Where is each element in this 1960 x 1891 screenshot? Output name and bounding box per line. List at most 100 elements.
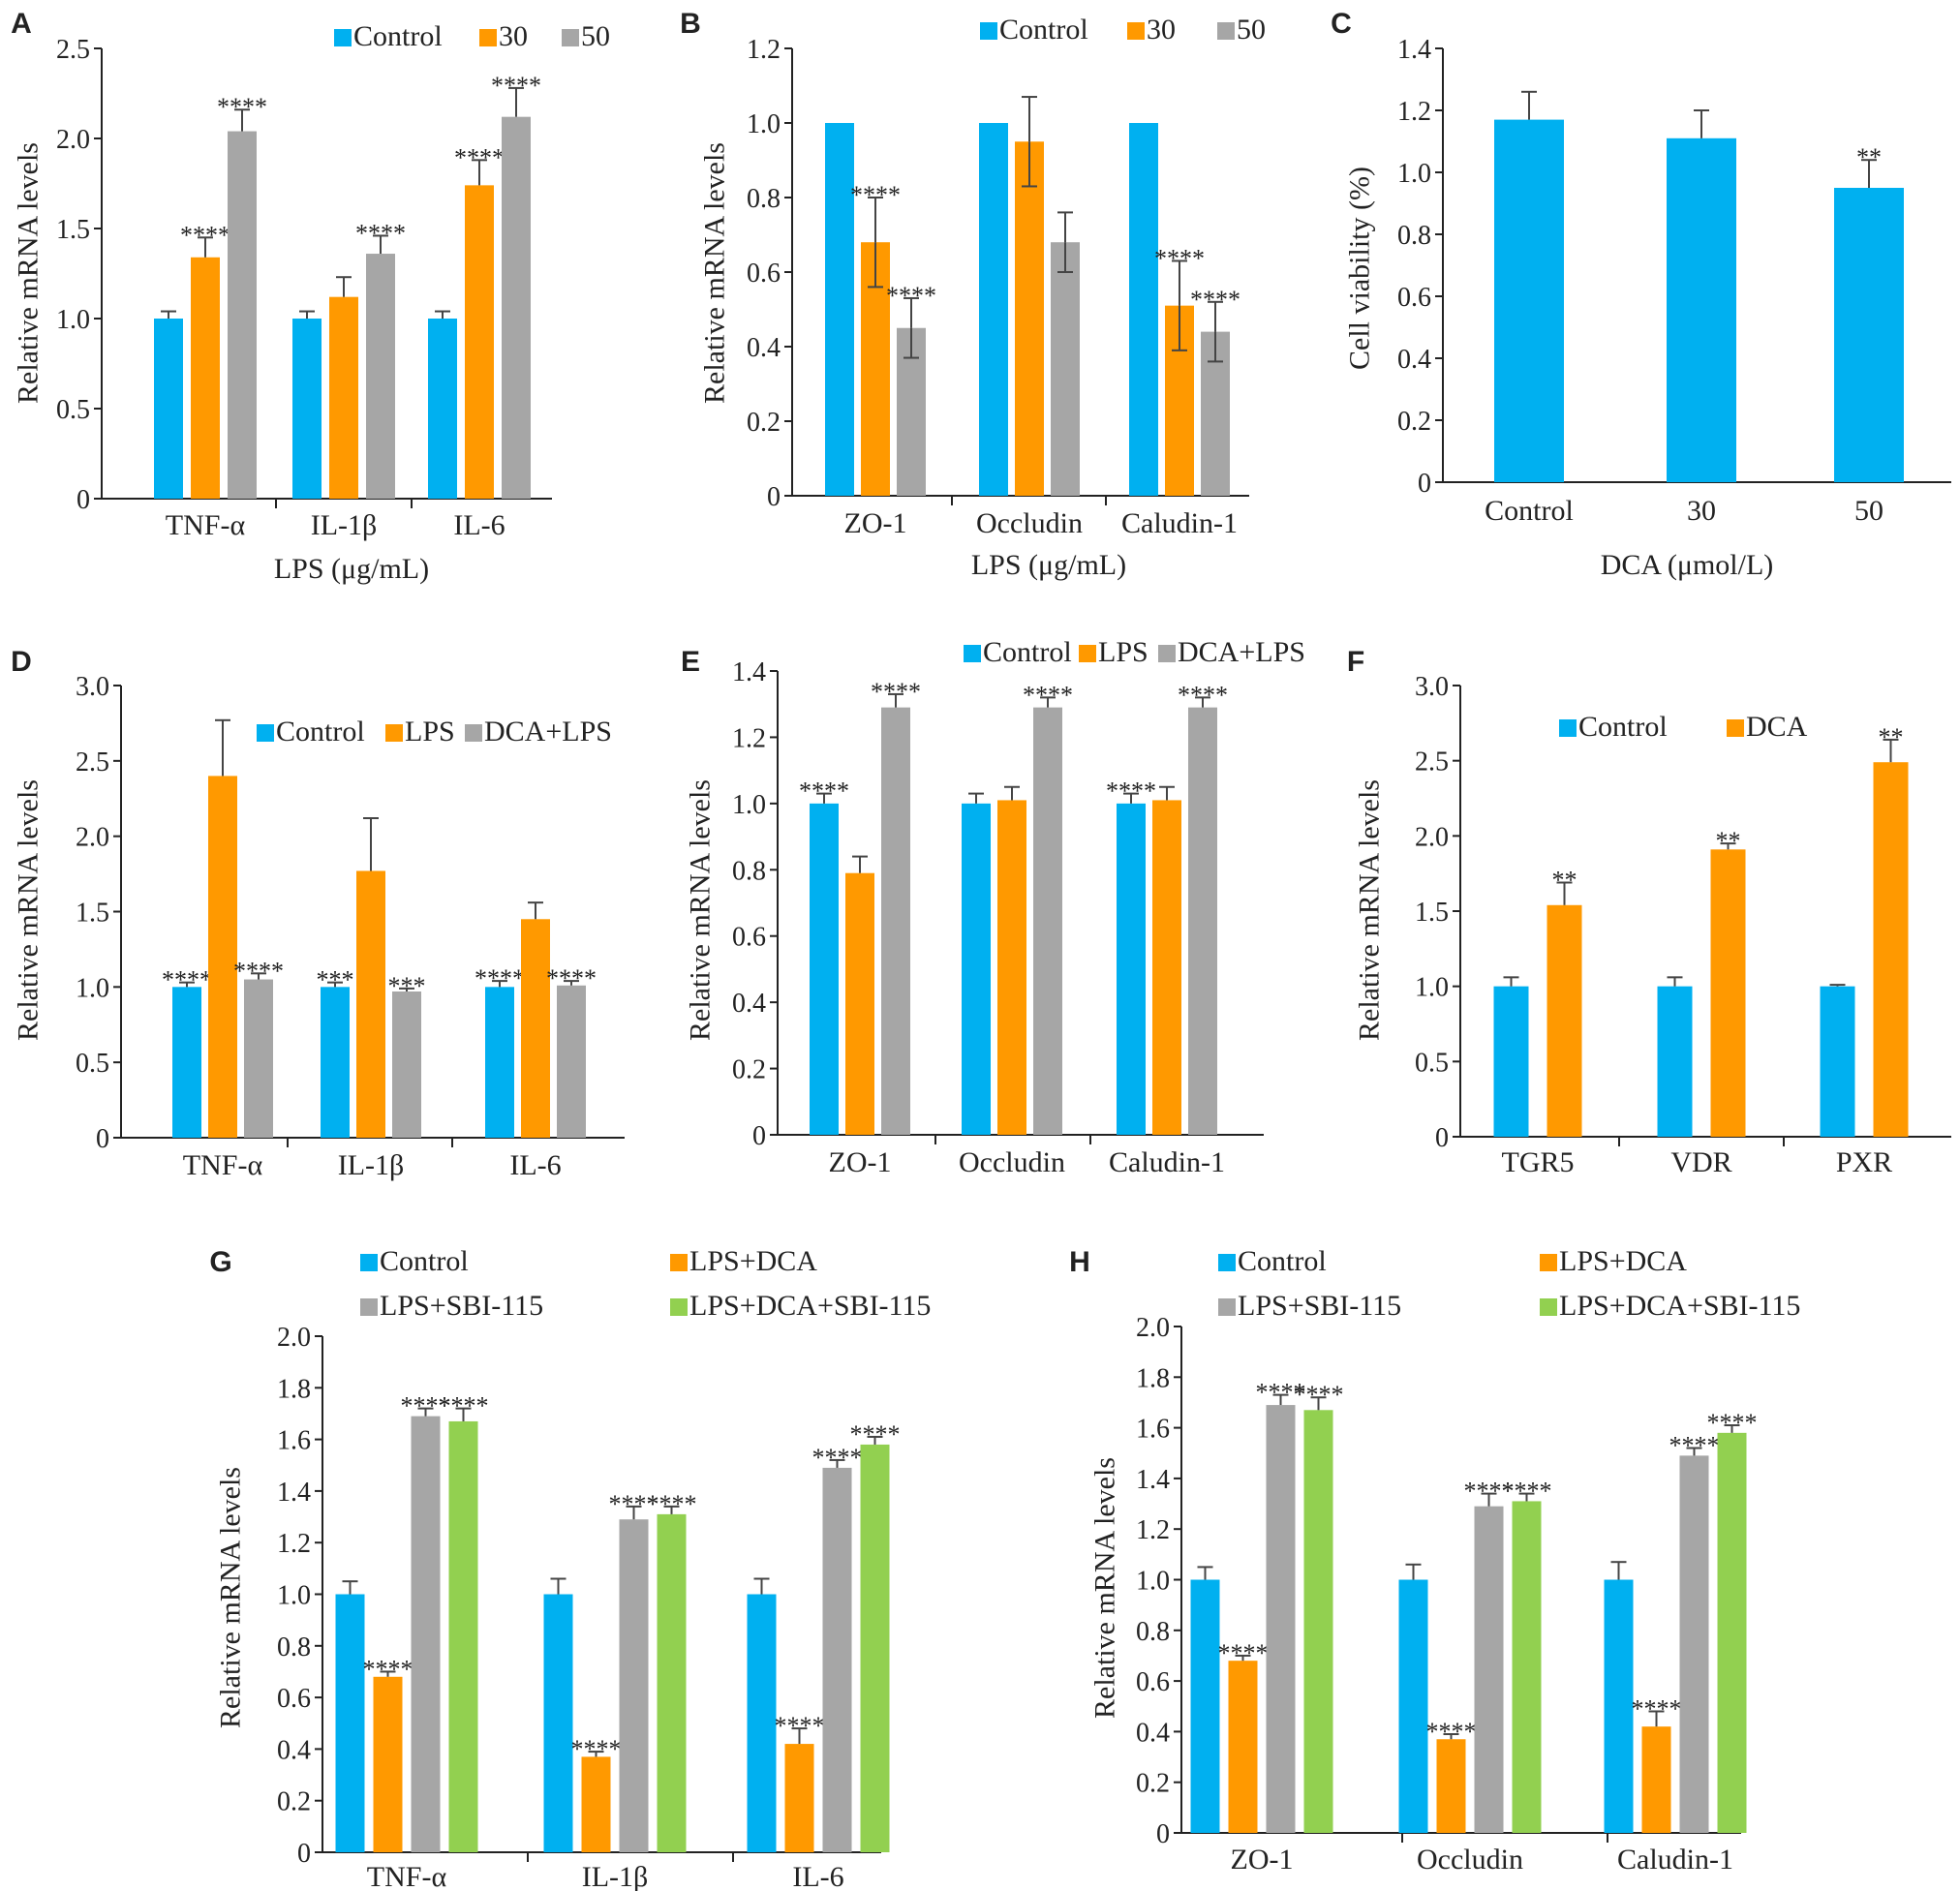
legend-swatch (1158, 645, 1176, 662)
bar (1266, 1405, 1296, 1833)
bar (881, 707, 910, 1135)
y-tick-label: 0 (96, 1124, 109, 1154)
y-tick-label: 0.4 (1136, 1718, 1170, 1748)
significance-label: **** (775, 1712, 825, 1740)
y-tick-label: 0.5 (1415, 1048, 1449, 1078)
bar (825, 123, 854, 496)
legend-swatch (1727, 719, 1744, 737)
x-tick-label: PXR (1836, 1146, 1892, 1178)
y-tick-label: 1.4 (1136, 1465, 1170, 1495)
legend-label: LPS (1098, 636, 1148, 668)
legend-swatch (964, 645, 981, 662)
significance-label: **** (799, 778, 849, 806)
y-tick-label: 0.6 (732, 923, 766, 953)
bar (521, 919, 550, 1138)
legend-label: Control (1238, 1245, 1327, 1277)
x-tick-label: VDR (1670, 1146, 1731, 1178)
significance-label: **** (1707, 1409, 1758, 1437)
bar (860, 1444, 890, 1852)
bar (356, 870, 385, 1138)
bar (1152, 800, 1181, 1135)
bar (810, 803, 839, 1135)
legend-label: Control (380, 1245, 469, 1277)
bar (228, 131, 257, 499)
panel-letter: A (11, 8, 32, 40)
significance-label: **** (1023, 681, 1073, 709)
x-tick-label: IL-1β (582, 1861, 649, 1891)
y-tick-label: 0.8 (1397, 221, 1431, 251)
legend-swatch (360, 1298, 378, 1316)
y-tick-label: 1.4 (1397, 35, 1431, 65)
bar (1228, 1661, 1258, 1833)
bar (1717, 1432, 1747, 1833)
panel-b: B 0 0.2 0.4 0.6 0.8 1.0 1.2 Relative mRNA levels… (680, 8, 1266, 581)
legend-swatch (980, 22, 997, 40)
bar (557, 985, 586, 1138)
bar (1474, 1506, 1504, 1833)
panel-f: F 0 0.5 1.0 1.5 2.0 2.5 3.0 Relative mRNA levels… (1347, 646, 1951, 1178)
x-axis-label: LPS (μg/mL) (274, 553, 429, 585)
y-axis-label: Relative mRNA levels (685, 779, 717, 1041)
significance-label: **** (233, 957, 284, 985)
y-tick-label: 1.0 (1136, 1567, 1170, 1597)
panel-c: C 0 0.2 0.4 0.6 0.8 1.0 1.2 1.4 Cell viability (%… (1331, 8, 1951, 581)
significance-label: **** (886, 282, 936, 310)
legend-swatch (1540, 1254, 1557, 1271)
legend-swatch (1218, 1298, 1236, 1316)
x-tick-label: Occludin (976, 507, 1083, 539)
y-tick-label: 0 (297, 1839, 311, 1869)
x-tick-label: TNF-α (166, 509, 246, 541)
x-tick-label: 30 (1687, 495, 1716, 527)
y-tick-label: 1.2 (1397, 97, 1431, 127)
legend-swatch (1217, 22, 1235, 40)
x-axis-label: LPS (μg/mL) (971, 549, 1126, 581)
significance-label: **** (850, 181, 901, 209)
legend-swatch (562, 29, 579, 46)
legend-label: Control (983, 636, 1072, 668)
significance-label: **** (1154, 244, 1205, 272)
panel-letter: C (1331, 8, 1352, 40)
y-tick-label: 2.0 (56, 125, 90, 155)
panel-g: G 0 0.2 0.4 0.6 0.8 1.0 1.2 1.4 1.6 1.8 2.0 Relative… (209, 1245, 931, 1891)
significance-label: **** (217, 93, 267, 121)
y-tick-label: 1.2 (1136, 1515, 1170, 1545)
significance-label: **** (1669, 1432, 1720, 1460)
legend-swatch (257, 724, 274, 742)
y-tick-label: 1.0 (732, 790, 766, 820)
legend-swatch (385, 724, 403, 742)
x-axis-label: DCA (μmol/L) (1601, 549, 1774, 581)
y-tick-label: 0.2 (732, 1055, 766, 1085)
bar (465, 185, 494, 500)
legend-swatch (670, 1298, 688, 1316)
significance-label: **** (1502, 1478, 1552, 1506)
panel-letter: H (1069, 1246, 1090, 1278)
panel-letter: E (681, 646, 700, 678)
y-tick-label: 0.2 (1397, 407, 1431, 437)
significance-label: **** (571, 1735, 622, 1763)
bar (392, 991, 421, 1138)
legend-label: LPS+DCA (1559, 1245, 1687, 1277)
legend-label: 30 (499, 20, 528, 52)
bar (619, 1519, 649, 1852)
y-tick-label: 0.4 (732, 989, 766, 1019)
bar (1494, 119, 1564, 482)
significance-label: **** (363, 1655, 413, 1683)
legend-label: Control (999, 14, 1088, 46)
x-tick-label: Control (1485, 495, 1574, 527)
significance-label: **** (1632, 1694, 1682, 1723)
x-tick-label: Occludin (959, 1146, 1065, 1178)
y-tick-label: 1.6 (277, 1426, 311, 1456)
y-tick-label: 1.2 (277, 1529, 311, 1559)
y-tick-label: 1.5 (56, 215, 90, 245)
y-tick-label: 1.0 (277, 1581, 311, 1611)
bar (1033, 707, 1062, 1135)
y-tick-label: 0.6 (277, 1684, 311, 1714)
significance-label: ** (1879, 723, 1904, 751)
legend-swatch (1079, 645, 1096, 662)
y-tick-label: 1.2 (732, 723, 766, 753)
legend-label: LPS (405, 716, 455, 747)
legend-label: 50 (581, 20, 610, 52)
x-tick-label: Caludin-1 (1109, 1146, 1225, 1178)
x-tick-label: 50 (1854, 495, 1883, 527)
bar (1679, 1455, 1709, 1833)
